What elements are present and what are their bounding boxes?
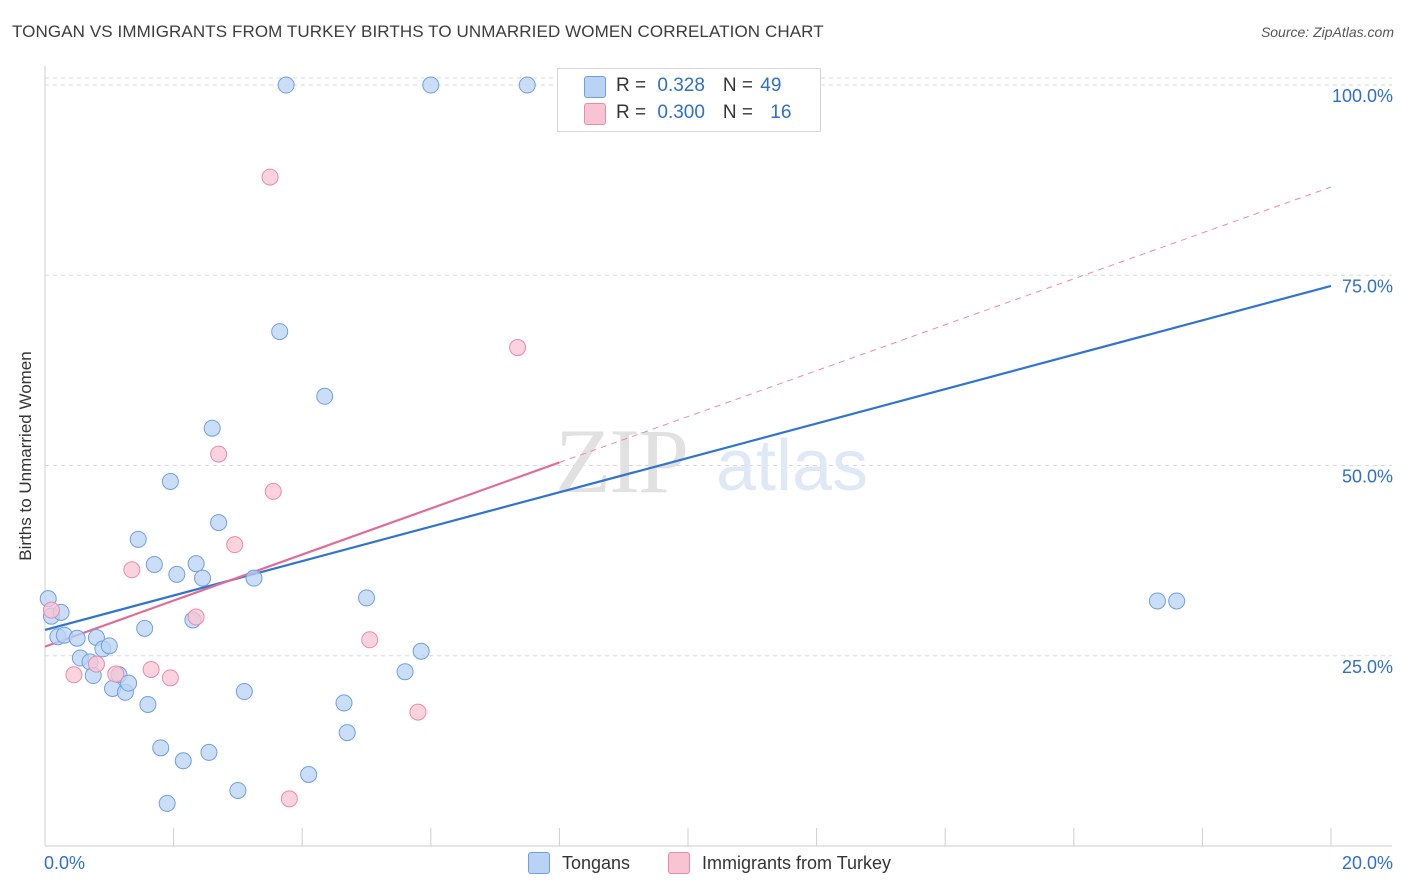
data-point-tongans [518, 76, 536, 94]
legend-swatch-tongans [584, 76, 606, 98]
legend-n-value: 49 [760, 75, 782, 96]
data-point-turkey [261, 168, 279, 186]
bottom-legend-label-turkey: Immigrants from Turkey [702, 852, 892, 873]
legend-n-label: N = [722, 102, 759, 123]
watermark-atlas: atlas [716, 426, 868, 506]
data-point-tongans [245, 569, 263, 587]
data-point-turkey [161, 669, 179, 687]
data-point-turkey [210, 445, 228, 463]
trend-line-turkey-extension [559, 186, 1332, 463]
data-point-tongans [194, 569, 212, 587]
data-point-turkey [107, 665, 125, 683]
data-point-tongans [235, 683, 253, 701]
legend-n-label: N = [722, 75, 759, 96]
data-point-tongans [338, 724, 356, 742]
data-point-tongans [396, 663, 414, 681]
data-point-turkey [123, 561, 141, 579]
trend-line-turkey [44, 461, 560, 648]
data-point-turkey [87, 655, 105, 673]
legend-r-value: 0.300 [657, 102, 705, 123]
data-point-tongans [412, 642, 430, 660]
y-tick-label: 75.0% [1342, 276, 1393, 296]
data-point-turkey [409, 703, 427, 721]
data-point-tongans [271, 323, 289, 341]
data-point-tongans [1168, 592, 1186, 610]
data-point-turkey [361, 631, 379, 649]
data-point-tongans [203, 419, 221, 437]
watermark-zip: ZIP [555, 410, 687, 512]
data-point-tongans [210, 514, 228, 532]
data-point-tongans [158, 794, 176, 812]
data-point-tongans [152, 739, 170, 757]
x-tick-label: 0.0% [44, 853, 85, 873]
data-point-tongans [129, 530, 147, 548]
data-point-tongans [68, 629, 86, 647]
data-points [39, 76, 1186, 812]
data-point-tongans [174, 752, 192, 770]
bottom-legend-swatch-tongans [528, 852, 550, 874]
data-point-turkey [226, 536, 244, 554]
y-tick-label: 25.0% [1342, 657, 1393, 677]
legend-row-tongans: R = 0.328 N = 49 [616, 74, 781, 98]
bottom-legend-label-tongans: Tongans [562, 852, 631, 873]
bottom-legend-tongans: Tongans [528, 852, 630, 874]
data-point-tongans [1148, 592, 1166, 610]
bottom-legend-turkey: Immigrants from Turkey [668, 852, 891, 874]
data-point-tongans [335, 694, 353, 712]
legend-n-value: 16 [770, 102, 792, 123]
data-point-tongans [168, 565, 186, 583]
axes [44, 66, 1392, 847]
legend-swatch-turkey [584, 103, 606, 125]
data-point-turkey [65, 666, 83, 684]
data-point-turkey [264, 482, 282, 500]
data-point-tongans [422, 76, 440, 94]
data-point-tongans [316, 387, 334, 405]
data-point-tongans [229, 781, 247, 799]
data-point-tongans [187, 555, 205, 573]
legend-row-turkey: R = 0.300 N = 16 [616, 101, 791, 125]
data-point-turkey [42, 601, 60, 619]
y-tick-label: 50.0% [1342, 467, 1393, 487]
grid-lines [45, 77, 1392, 657]
source-credit: Source: ZipAtlas.com [1260, 24, 1394, 40]
tick-labels: 25.0% 50.0% 75.0% 100.0% 0.0% 20.0% [44, 86, 1393, 873]
data-point-tongans [200, 743, 218, 761]
data-point-tongans [139, 695, 157, 713]
data-point-tongans [161, 472, 179, 490]
trend-lines [44, 186, 1332, 648]
y-tick-label: 100.0% [1332, 86, 1393, 106]
legend-r-label: R = [616, 75, 652, 96]
legend-r-value: 0.328 [657, 75, 705, 96]
watermark: ZIP atlas [555, 410, 868, 512]
data-point-tongans [145, 555, 163, 573]
data-point-tongans [120, 674, 138, 692]
data-point-turkey [187, 608, 205, 626]
data-point-tongans [100, 637, 118, 655]
data-point-tongans [277, 76, 295, 94]
data-point-tongans [358, 589, 375, 607]
y-axis-label: Births to Unmarried Women [16, 351, 35, 561]
legend-r-label: R = [616, 102, 652, 123]
x-tick-label: 20.0% [1342, 853, 1393, 873]
data-point-tongans [300, 765, 318, 783]
bottom-legend-swatch-turkey [668, 852, 690, 874]
data-point-turkey [142, 660, 160, 678]
data-point-tongans [136, 619, 154, 637]
data-point-turkey [280, 790, 298, 808]
chart-title: TONGAN VS IMMIGRANTS FROM TURKEY BIRTHS … [12, 22, 824, 41]
data-point-turkey [509, 339, 527, 357]
